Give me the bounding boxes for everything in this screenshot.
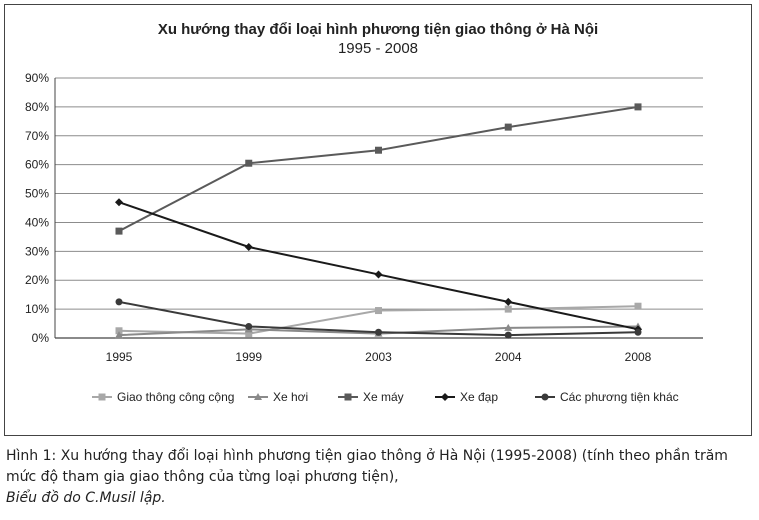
data-point xyxy=(375,328,382,336)
caption-text: Hình 1: Xu hướng thay đổi loại hình phươ… xyxy=(6,448,728,485)
data-point xyxy=(115,298,123,306)
y-tick-label: 90% xyxy=(25,71,49,85)
data-point xyxy=(634,328,642,336)
x-tick-label: 2004 xyxy=(495,350,522,364)
data-point xyxy=(115,227,123,235)
y-tick-label: 30% xyxy=(25,244,49,258)
series-3 xyxy=(115,103,642,235)
series-line xyxy=(118,105,639,232)
y-tick-label: 10% xyxy=(25,302,49,316)
data-point xyxy=(375,146,382,154)
data-point xyxy=(634,103,642,111)
data-point xyxy=(115,198,123,207)
data-point xyxy=(504,323,513,331)
data-point xyxy=(504,297,513,306)
data-point xyxy=(504,123,512,131)
legend-swatch-marker xyxy=(98,393,106,401)
data-point xyxy=(244,243,253,251)
series-4 xyxy=(115,198,642,334)
legend-swatch-marker xyxy=(344,393,352,401)
legend-item: Các phương tiện khác xyxy=(535,390,679,404)
legend-item: Xe đạp xyxy=(435,390,498,404)
series-1 xyxy=(115,302,642,338)
data-point xyxy=(374,270,383,279)
legend-label: Xe máy xyxy=(363,390,404,404)
data-point xyxy=(115,327,123,335)
data-point xyxy=(375,307,382,315)
legend-swatch-marker xyxy=(541,393,549,401)
y-tick-label: 40% xyxy=(25,215,49,229)
chart-frame: Xu hướng thay đổi loại hình phương tiện … xyxy=(4,4,752,436)
data-point xyxy=(504,305,512,313)
caption-credit: Biểu đồ do C.Musil lập. xyxy=(6,490,166,506)
legend-label: Các phương tiện khác xyxy=(560,390,679,404)
chart-title: Xu hướng thay đổi loại hình phương tiện … xyxy=(158,21,598,38)
legend-label: Xe đạp xyxy=(460,390,498,404)
y-tick-label: 80% xyxy=(25,100,49,114)
y-tick-label: 20% xyxy=(25,273,49,287)
legend-item: Xe hơi xyxy=(248,390,308,404)
data-point xyxy=(245,330,253,338)
data-point xyxy=(634,302,642,310)
legend-item: Giao thông công cộng xyxy=(92,390,234,404)
data-point xyxy=(115,331,123,339)
data-point xyxy=(245,322,253,330)
legend-label: Xe hơi xyxy=(273,390,308,404)
series-5 xyxy=(115,298,642,339)
legend-item: Xe máy xyxy=(338,390,404,404)
legend-label: Giao thông công cộng xyxy=(117,390,234,404)
y-tick-label: 0% xyxy=(32,331,50,345)
data-point xyxy=(245,159,253,167)
x-tick-label: 1999 xyxy=(235,350,262,364)
y-tick-label: 60% xyxy=(25,158,49,172)
legend-swatch-marker xyxy=(254,393,262,400)
figure-caption: Hình 1: Xu hướng thay đổi loại hình phươ… xyxy=(6,446,751,509)
x-tick-label: 2008 xyxy=(625,350,652,364)
chart-subtitle: 1995 - 2008 xyxy=(338,40,418,57)
legend-swatch-marker xyxy=(441,393,449,401)
data-point xyxy=(504,331,512,339)
x-tick-label: 1995 xyxy=(106,350,133,364)
x-tick-label: 2003 xyxy=(365,350,392,364)
line-chart: Xu hướng thay đổi loại hình phương tiện … xyxy=(25,21,703,404)
y-tick-label: 70% xyxy=(25,129,49,143)
y-tick-label: 50% xyxy=(25,187,49,201)
